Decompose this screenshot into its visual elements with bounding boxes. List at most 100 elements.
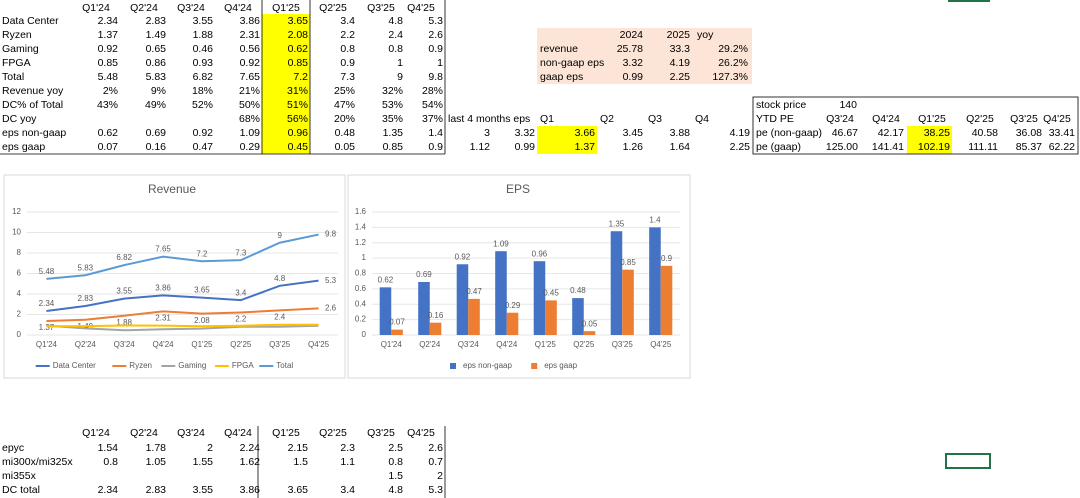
y-tick-label: 0.6 bbox=[355, 284, 367, 293]
bar bbox=[429, 322, 442, 335]
cell: 4.19 bbox=[670, 57, 691, 69]
data-label: 6.82 bbox=[116, 253, 132, 262]
cell: 0.8 bbox=[103, 456, 118, 468]
cell: 0.29 bbox=[240, 141, 261, 153]
legend-label: FPGA bbox=[232, 361, 254, 370]
x-tick-label: Q4'25 bbox=[308, 340, 330, 349]
cell: 5.83 bbox=[146, 71, 167, 83]
y-tick-label: 1.4 bbox=[355, 222, 367, 231]
column-header: Q2 bbox=[600, 113, 614, 125]
bar bbox=[506, 312, 519, 335]
cell: 3.32 bbox=[623, 57, 644, 69]
data-label: 1.4 bbox=[649, 215, 661, 224]
cell: 0.92 bbox=[193, 127, 214, 139]
cell: 0.05 bbox=[335, 141, 356, 153]
cell: 28% bbox=[422, 85, 443, 97]
cell: 40.58 bbox=[972, 127, 998, 139]
cell: 1.12 bbox=[470, 141, 491, 153]
x-tick-label: Q2'25 bbox=[573, 340, 595, 349]
column-header: Q4'24 bbox=[872, 113, 900, 125]
data-label: 3.86 bbox=[155, 284, 171, 293]
summary-fill bbox=[537, 28, 752, 84]
cell: 5.48 bbox=[98, 71, 119, 83]
legend-swatch bbox=[450, 363, 456, 369]
cell: 18% bbox=[192, 85, 213, 97]
cell: 102.19 bbox=[918, 141, 950, 153]
cell: 0.8 bbox=[388, 43, 403, 55]
cell: 0.07 bbox=[98, 141, 119, 153]
cell: 2.31 bbox=[240, 29, 261, 41]
cell: 68% bbox=[239, 113, 260, 125]
cell: 85.37 bbox=[1016, 141, 1042, 153]
cell: 0.65 bbox=[146, 43, 167, 55]
bar bbox=[418, 281, 430, 335]
cell: 1.64 bbox=[670, 141, 691, 153]
data-label: 0.9 bbox=[661, 254, 673, 263]
eps-chart: EPS 0 0.2 0.4 0.6 0.8 1 1.2 1.4 1.6 Q1'24 Q2'24 Q3'2… bbox=[347, 174, 691, 379]
cell: 31% bbox=[287, 85, 308, 97]
cell: 1.55 bbox=[193, 456, 214, 468]
cell: 2% bbox=[103, 85, 118, 97]
x-tick-label: Q2'24 bbox=[75, 340, 97, 349]
cell: 0.93 bbox=[193, 57, 214, 69]
bar bbox=[649, 227, 661, 335]
cell: 7.2 bbox=[293, 71, 308, 83]
data-label: 4.8 bbox=[274, 274, 286, 283]
row-label: mi355x bbox=[2, 470, 37, 482]
x-tick-label: Q1'25 bbox=[535, 340, 557, 349]
cell: 32% bbox=[382, 85, 403, 97]
cell: 0.9 bbox=[428, 43, 443, 55]
cell: 56% bbox=[287, 113, 308, 125]
cell: 2.5 bbox=[388, 442, 403, 454]
cell: 51% bbox=[287, 99, 308, 111]
cell: 2.3 bbox=[340, 442, 355, 454]
bar bbox=[391, 329, 403, 335]
line-series bbox=[46, 279, 319, 313]
cell: 25% bbox=[334, 85, 355, 97]
data-label: 5.48 bbox=[39, 267, 55, 276]
cell: 2.4 bbox=[388, 29, 403, 41]
cell: 1.54 bbox=[98, 442, 119, 454]
cell-selection[interactable] bbox=[945, 453, 991, 469]
cell: 3.45 bbox=[623, 127, 644, 139]
cell: 1 bbox=[397, 57, 403, 69]
cell: 3.65 bbox=[288, 484, 309, 496]
cell: 46.67 bbox=[832, 127, 858, 139]
cell: 0.56 bbox=[240, 43, 261, 55]
cell: 3.86 bbox=[240, 15, 261, 27]
cell: 26.2% bbox=[718, 57, 748, 69]
cell: 42.17 bbox=[878, 127, 904, 139]
row-label: DC total bbox=[2, 484, 40, 496]
data-label: 2.08 bbox=[194, 316, 210, 325]
column-header: Q3'24 bbox=[177, 427, 205, 439]
data-label: 0.07 bbox=[389, 318, 405, 327]
column-header: Q1'25 bbox=[272, 2, 300, 14]
column-header: Q1'24 bbox=[82, 2, 110, 14]
column-header: Q1 bbox=[540, 113, 554, 125]
data-label: 2.83 bbox=[78, 294, 94, 303]
data-label: 7.65 bbox=[155, 245, 171, 254]
cell: 3 bbox=[484, 127, 490, 139]
data-label: 2.2 bbox=[235, 315, 247, 324]
row-label: DC yoy bbox=[2, 113, 37, 125]
row-label: pe (gaap) bbox=[756, 141, 801, 153]
column-header: Q3'24 bbox=[826, 113, 854, 125]
cell: 3.88 bbox=[670, 127, 691, 139]
x-tick-label: Q2'25 bbox=[230, 340, 252, 349]
bar bbox=[495, 251, 507, 335]
column-header: Q3'25 bbox=[367, 427, 395, 439]
x-tick-label: Q4'24 bbox=[153, 340, 175, 349]
cell: 1.1 bbox=[340, 456, 355, 468]
y-tick-label: 12 bbox=[12, 207, 21, 216]
cell: 62.22 bbox=[1049, 141, 1075, 153]
row-label: gaap eps bbox=[540, 71, 583, 83]
legend-label: Gaming bbox=[178, 361, 206, 370]
data-label: 0.92 bbox=[455, 252, 471, 261]
column-header: 2025 bbox=[667, 29, 691, 41]
cell: 9% bbox=[151, 85, 166, 97]
cell: 53% bbox=[382, 99, 403, 111]
row-label: mi300x/mi325x bbox=[2, 456, 73, 468]
column-header: Q4'24 bbox=[224, 427, 252, 439]
cell: 2.2 bbox=[340, 29, 355, 41]
cell: 0.86 bbox=[146, 57, 167, 69]
